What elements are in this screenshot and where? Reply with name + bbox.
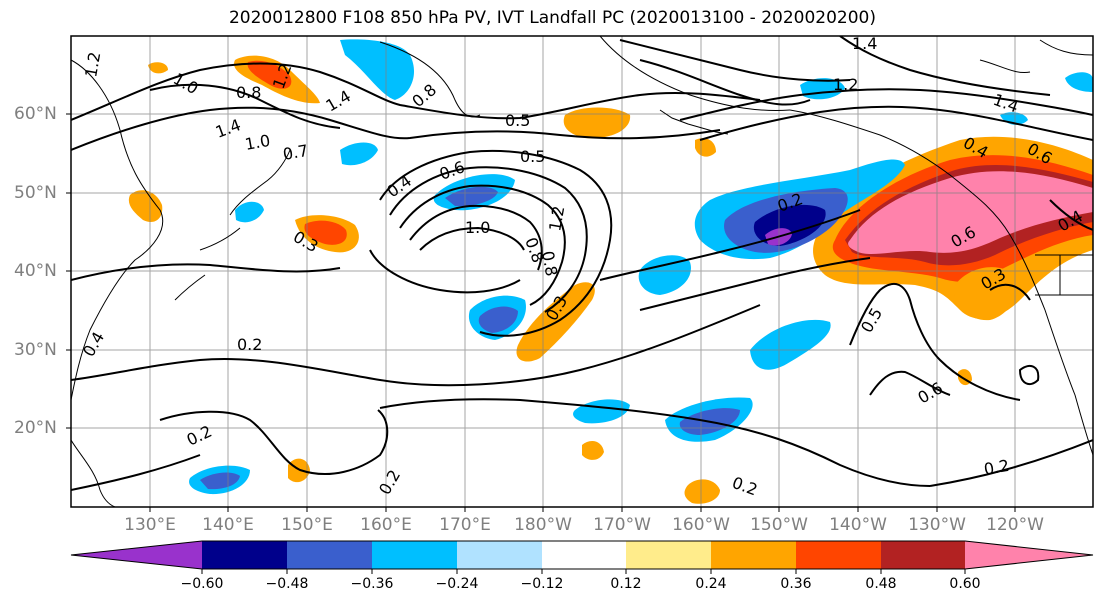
negative-anomaly-area xyxy=(1065,72,1093,92)
lat-label: 50°N xyxy=(14,183,57,203)
negative-anomaly-area xyxy=(638,255,691,295)
colorbar-tick-label: −0.24 xyxy=(435,576,479,592)
lon-label: 150°E xyxy=(281,515,333,535)
lat-label: 40°N xyxy=(14,261,57,281)
lon-label: 160°W xyxy=(672,515,730,535)
colorbar-segment xyxy=(542,541,626,569)
lon-label: 170°W xyxy=(593,515,651,535)
colorbar-segment xyxy=(457,541,542,569)
colorbar-tick-label: 0.60 xyxy=(949,576,981,592)
lat-label: 30°N xyxy=(14,340,57,360)
lon-label: 140°W xyxy=(829,515,887,535)
contour-label: 1.4 xyxy=(852,34,877,53)
colorbar-segment xyxy=(881,541,965,569)
lon-label: 170°E xyxy=(439,515,491,535)
negative-anomaly-area xyxy=(340,142,378,166)
negative-anomaly-area xyxy=(200,472,240,490)
lon-label: 160°E xyxy=(360,515,412,535)
negative-anomaly-area xyxy=(750,319,831,370)
positive-anomaly-area xyxy=(954,267,1019,321)
positive-anomaly-area xyxy=(582,440,604,460)
colorbar-segment xyxy=(796,541,881,569)
lon-label: 140°E xyxy=(202,515,254,535)
colorbar-segment xyxy=(711,541,796,569)
negative-anomaly-area xyxy=(235,201,264,223)
pv-contours xyxy=(71,36,1093,491)
ivt-shading xyxy=(128,39,1093,504)
colorbar-segment xyxy=(626,541,711,569)
strong-positive-area xyxy=(304,220,347,245)
colorbar-tick-label: −0.60 xyxy=(180,576,224,592)
positive-anomaly-area xyxy=(128,190,163,223)
contour-label: 0.8 xyxy=(538,249,561,277)
lon-label: 130°E xyxy=(124,515,176,535)
map-panel: 1.2 1.0 0.8 1.2 1.4 1.4 1.0 0.7 0.8 0.5 … xyxy=(66,34,1094,512)
colorbar-tick-label: 0.48 xyxy=(865,576,897,592)
colorbar-tick-label: −0.36 xyxy=(350,576,394,592)
contour-label: 1.0 xyxy=(465,218,490,237)
strong-positive-area xyxy=(247,60,292,89)
colorbar-segment xyxy=(287,541,372,569)
colorbar xyxy=(70,540,1094,574)
colorbar-segment xyxy=(71,541,202,569)
lon-label: 130°W xyxy=(908,515,966,535)
positive-anomaly-area xyxy=(148,62,168,74)
lat-label: 20°N xyxy=(14,418,57,438)
contour-label: 1.2 xyxy=(545,204,568,232)
colorbar-segment xyxy=(372,541,457,569)
colorbar-segment xyxy=(965,541,1093,569)
extreme-positive-area xyxy=(848,171,1093,254)
contour-label: 0.5 xyxy=(520,147,545,166)
lat-label: 60°N xyxy=(14,104,57,124)
colorbar-segment xyxy=(202,541,287,569)
negative-anomaly-area xyxy=(478,306,518,333)
colorbar-tick-label: −0.12 xyxy=(520,576,564,592)
contour-label: 0.2 xyxy=(237,335,262,354)
lon-label: 150°W xyxy=(750,515,808,535)
lon-label: 180°W xyxy=(514,515,572,535)
negative-anomaly-area xyxy=(340,39,415,100)
lon-label: 120°W xyxy=(986,515,1044,535)
contour-label: 1.2 xyxy=(81,50,104,78)
contour-label: 1.2 xyxy=(833,75,858,94)
colorbar-tick-label: 0.36 xyxy=(780,576,812,592)
positive-anomaly-area xyxy=(563,107,631,139)
contour-label: 0.5 xyxy=(505,111,530,130)
contour-label: 0.7 xyxy=(281,141,309,164)
colorbar-tick-label: 0.24 xyxy=(695,576,727,592)
contour-label: 0.2 xyxy=(982,456,1010,479)
axis-ticks xyxy=(66,113,1016,512)
map-title: 2020012800 F108 850 hPa PV, IVT Landfall… xyxy=(228,8,876,28)
positive-anomaly-area xyxy=(684,479,720,504)
contour-label: 1.0 xyxy=(243,131,271,154)
colorbar-tick-label: −0.48 xyxy=(265,576,309,592)
positive-anomaly-area xyxy=(695,138,716,157)
colorbar-tick-label: 0.12 xyxy=(610,576,642,592)
contour-label: 0.8 xyxy=(236,83,261,102)
negative-anomaly-area xyxy=(445,186,498,207)
